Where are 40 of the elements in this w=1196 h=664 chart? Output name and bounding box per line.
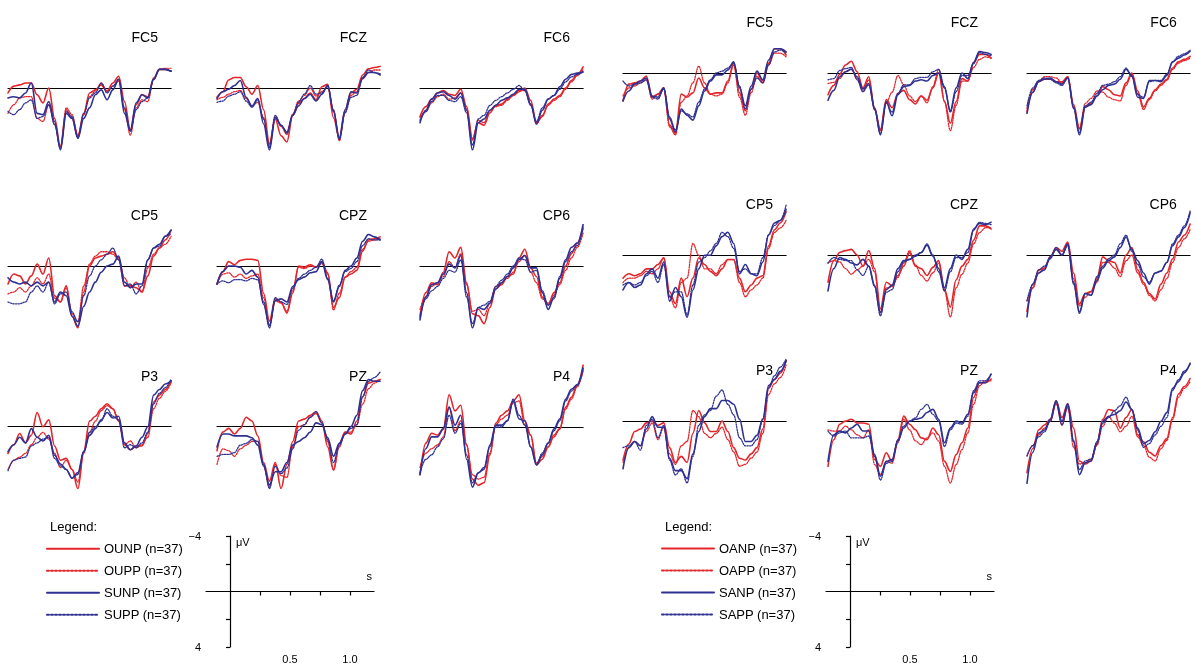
legend-label: OUPP (n=37) xyxy=(104,562,183,578)
legend-label: SUNP (n=37) xyxy=(104,584,182,600)
chart-title: PZ xyxy=(959,361,979,378)
chart-title: P3 xyxy=(755,362,773,378)
legend-label: SANP (n=37) xyxy=(718,585,796,600)
x-tick-label: 1.0 xyxy=(342,652,358,664)
x-tick-label: 0.5 xyxy=(902,652,918,664)
chart-title: CP6 xyxy=(1149,195,1177,212)
chart-title: P4 xyxy=(552,367,570,384)
chart-title: FC5 xyxy=(746,13,773,30)
y-axis-title: μV xyxy=(236,535,251,548)
chart-title: FC5 xyxy=(131,29,159,45)
legend-label: OAPP (n=37) xyxy=(718,563,797,578)
chart-title: CPZ xyxy=(949,196,979,212)
chart-title: CP6 xyxy=(542,207,570,223)
y-axis-title: μV xyxy=(856,535,871,548)
x-tick-label: 0.5 xyxy=(282,652,298,664)
y-tick-label: −4 xyxy=(808,530,821,542)
chart-title: CP5 xyxy=(130,207,159,223)
legend-label: SAPP (n=37) xyxy=(718,607,795,622)
y-tick-label: −4 xyxy=(188,530,201,542)
chart-title: CPZ xyxy=(338,207,368,223)
chart-title: P3 xyxy=(141,367,159,384)
chart-title: PZ xyxy=(348,367,368,384)
legend-title: Legend: xyxy=(50,518,98,534)
chart-title: P4 xyxy=(1159,362,1177,378)
chart-title: FCZ xyxy=(950,13,979,30)
legend-label: SUPP (n=37) xyxy=(104,606,181,622)
y-tick-label: 4 xyxy=(814,641,821,653)
legend-label: OANP (n=37) xyxy=(718,541,797,556)
y-tick-label: 4 xyxy=(194,641,201,653)
x-axis-title: s xyxy=(986,570,993,582)
x-axis-title: s xyxy=(366,570,373,582)
chart-title: FC6 xyxy=(1150,13,1177,30)
chart-title: CP5 xyxy=(745,195,773,212)
chart-title: FC6 xyxy=(543,29,570,45)
chart-title: FCZ xyxy=(339,29,368,45)
legend-label: OUNP (n=37) xyxy=(104,540,184,556)
x-tick-label: 1.0 xyxy=(962,652,978,664)
legend-title: Legend: xyxy=(664,519,712,534)
